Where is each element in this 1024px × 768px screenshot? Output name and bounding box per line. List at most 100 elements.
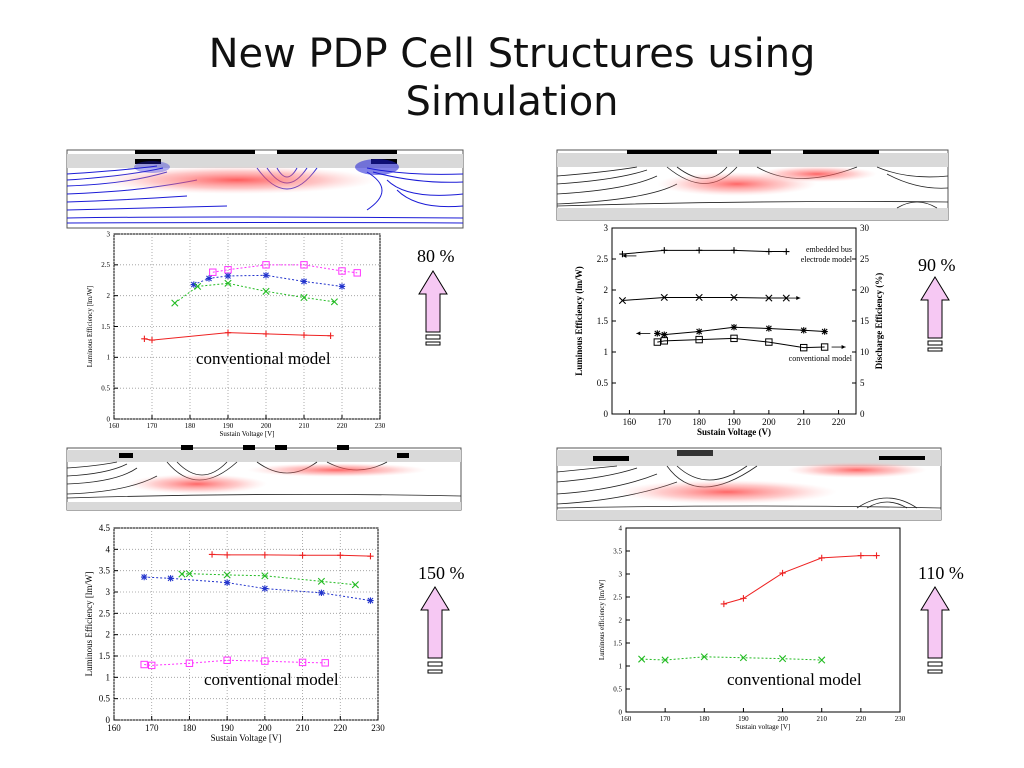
y-tick-label: 1 (106, 672, 111, 682)
y-tick-label: 0.5 (613, 685, 622, 693)
series-2-point (223, 579, 231, 586)
x-tick-label: 180 (183, 723, 197, 733)
improvement-label-3: 150 % (418, 563, 465, 583)
series-0 (209, 261, 361, 277)
y-tick-label: 2 (619, 616, 623, 624)
series-1-point (351, 581, 359, 589)
x-tick-label: 170 (660, 715, 671, 723)
series-3-point (660, 337, 668, 345)
series-2-point (821, 328, 828, 335)
series-0-point (223, 551, 231, 559)
series-1-point (661, 656, 669, 664)
series-3-point (141, 335, 148, 343)
y2-tick-label: 30 (860, 223, 870, 233)
series-2 (171, 279, 338, 307)
series-1-point (178, 570, 186, 578)
series-3-point (800, 343, 808, 352)
series-1-point (818, 656, 826, 664)
axis-arrow-head (841, 345, 846, 350)
series-0-point (262, 261, 270, 269)
series-0-point (765, 248, 773, 255)
y2-tick-label: 20 (860, 285, 870, 295)
conventional-model-label-3: conventional model (204, 670, 339, 689)
series-0-point (208, 551, 216, 558)
x-tick-label: 210 (299, 422, 310, 430)
series-2 (140, 573, 374, 604)
series-0-line (212, 264, 358, 274)
axis-arrow-head (622, 253, 627, 258)
series-1-point (317, 577, 326, 585)
series-3-point (653, 338, 662, 346)
series-0 (619, 247, 790, 258)
y-tick-label: 3 (106, 587, 111, 597)
simulation-image-4 (556, 447, 942, 521)
series-1-point (224, 272, 232, 280)
y-tick-label: 2.5 (597, 254, 609, 264)
series-1-point (300, 278, 308, 285)
series-0-point (695, 247, 703, 254)
y-tick-label: 4 (619, 524, 623, 532)
y-axis-label: Luminous Efficiency [lm/W] (86, 286, 94, 368)
series-1-point (638, 655, 646, 663)
series-2-point (730, 324, 738, 331)
x-tick-label: 210 (296, 723, 310, 733)
series-2-point (330, 298, 338, 306)
title-line-1: New PDP Cell Structures using (208, 31, 816, 77)
y-tick-label: 0 (619, 708, 623, 716)
series-1-point (205, 275, 213, 282)
series-1-point (338, 283, 346, 290)
x-tick-label: 230 (371, 723, 385, 733)
y-tick-label: 1.5 (99, 651, 111, 661)
annotation-conventional-model: conventional model (789, 354, 853, 363)
series-0-point (857, 552, 865, 559)
conventional-model-label-1: conventional model (196, 349, 331, 368)
series-2-point (262, 287, 270, 295)
x-tick-label: 170 (147, 422, 158, 430)
x-tick-label: 180 (699, 715, 710, 723)
x-tick-label: 220 (832, 417, 846, 427)
plot-frame (113, 527, 379, 721)
y-tick-label: 3 (604, 223, 609, 233)
series-1-line (181, 573, 356, 586)
series-2-point (765, 325, 773, 332)
conventional-model-label-4: conventional model (727, 670, 862, 689)
series-3-point (327, 332, 334, 339)
y2-tick-label: 10 (860, 347, 870, 357)
series-1-point (618, 296, 627, 305)
y-tick-label: 0.5 (99, 694, 111, 704)
series-0-point (661, 247, 668, 254)
chart-1-luminous-efficiency: 160 170 180 190 200 210 220 230 0 0.5 1 1.5 2 2.5 3 Sus… (86, 230, 386, 438)
y-tick-label: 4.5 (99, 523, 111, 533)
slide-title: New PDP Cell Structures using Simulation (0, 30, 1024, 126)
series-2-point (140, 573, 148, 581)
y-tick-label: 3 (619, 570, 623, 578)
x-axis-label: Sustain voltage [V] (736, 723, 790, 731)
series-0-point (300, 261, 308, 269)
series-1 (190, 272, 346, 290)
improvement-label-1: 80 % (417, 246, 455, 266)
series-2-line (174, 282, 335, 304)
up-arrow-icon-4 (920, 586, 950, 674)
series-1-point (695, 293, 703, 302)
series-3 (653, 334, 829, 352)
y-tick-label: 2 (604, 285, 609, 295)
series-2-point (654, 330, 661, 337)
series-0-point (299, 552, 306, 559)
series-1-point (730, 293, 738, 302)
y-tick-label: 1 (107, 354, 111, 362)
series-3-point (300, 331, 308, 339)
y-tick-label: 1 (604, 347, 609, 357)
series-0-point (873, 552, 880, 559)
series-1-point (739, 654, 748, 662)
annotation-electrode-model: electrode model (801, 255, 853, 264)
improvement-label-2: 90 % (918, 255, 956, 275)
up-arrow-icon-3 (420, 586, 450, 674)
y-tick-label: 3.5 (613, 547, 622, 555)
series-0-point (367, 552, 374, 560)
y2-axis-label: Discharge Efficiency (%) (874, 273, 884, 369)
y2-tick-label: 25 (860, 254, 870, 264)
x-tick-label: 200 (762, 417, 776, 427)
series-1 (638, 653, 826, 664)
x-tick-label: 170 (145, 723, 159, 733)
series-2-point (318, 589, 325, 597)
